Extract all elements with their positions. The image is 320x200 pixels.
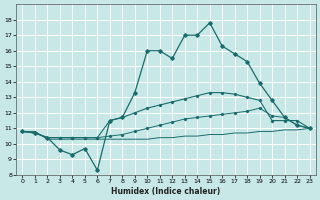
- X-axis label: Humidex (Indice chaleur): Humidex (Indice chaleur): [111, 187, 221, 196]
